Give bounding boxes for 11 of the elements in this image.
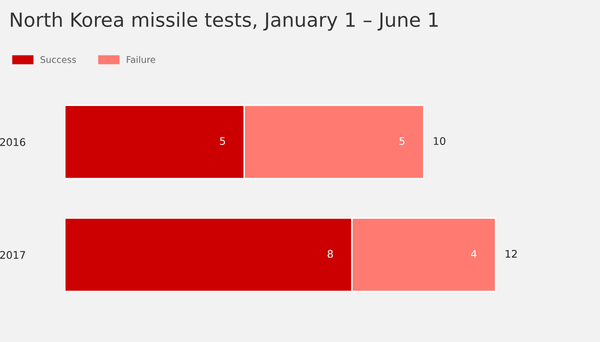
data-label: 4 xyxy=(471,250,477,258)
y-tick-label: 2017 xyxy=(0,251,26,259)
chart-title: North Korea missile tests, January 1 – June 1 xyxy=(10,12,438,31)
data-label: 5 xyxy=(400,137,404,145)
legend-label: Failure xyxy=(126,56,156,63)
data-label: 8 xyxy=(328,250,333,258)
data-label: 5 xyxy=(220,137,226,145)
total-label: 12 xyxy=(506,250,517,258)
y-tick-label: 2016 xyxy=(0,138,26,146)
legend-label: Success xyxy=(40,56,76,63)
total-label: 10 xyxy=(434,137,446,145)
